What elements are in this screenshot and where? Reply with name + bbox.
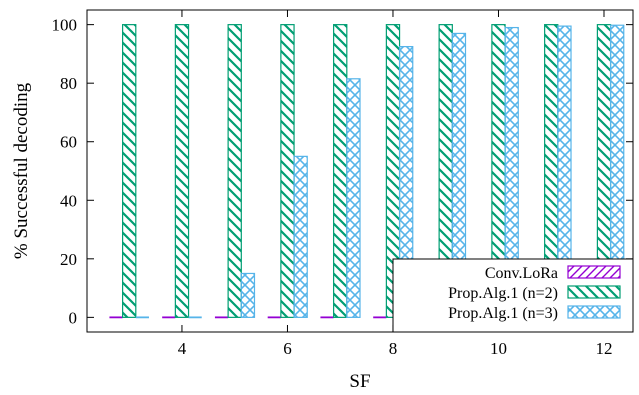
bar-series-2 (333, 24, 348, 318)
legend-label: Conv.LoRa (485, 265, 558, 282)
x-tick-label: 12 (595, 339, 612, 358)
y-tick-label: 40 (60, 191, 77, 210)
bar-series-3 (346, 78, 361, 318)
bar-series-2 (174, 24, 190, 318)
legend-swatch (567, 285, 621, 299)
y-tick-label: 0 (69, 308, 78, 327)
bar-series-2 (280, 24, 295, 318)
legend-swatch (567, 305, 621, 319)
y-axis: 0 20 40 60 80 100 (52, 16, 633, 327)
legend: Conv.LoRa Prop.Alg.1 (n=2) Prop.Alg.1 (n=3… (392, 258, 634, 333)
legend-label: Prop.Alg.1 (n=2) (448, 285, 558, 302)
bar-series-3 (293, 155, 308, 318)
y-tick-label: 60 (60, 133, 77, 152)
x-tick-label: 4 (178, 339, 187, 358)
legend-swatch (567, 265, 621, 279)
bar-series-3 (240, 272, 256, 318)
legend-label: Prop.Alg.1 (n=3) (448, 305, 558, 322)
y-tick-label: 20 (60, 250, 77, 269)
y-tick-label: 80 (60, 74, 77, 93)
y-tick-label: 100 (52, 16, 78, 35)
x-tick-label: 6 (283, 339, 292, 358)
x-axis-label: SF (349, 371, 370, 392)
bar-series-2 (122, 24, 137, 318)
x-tick-label: 10 (490, 339, 507, 358)
plot-frame (86, 9, 634, 333)
x-tick-label: 8 (389, 339, 398, 358)
bar-series-2 (227, 24, 242, 318)
bars-group (109, 24, 625, 319)
y-axis-label: % Successful decoding (11, 82, 32, 259)
